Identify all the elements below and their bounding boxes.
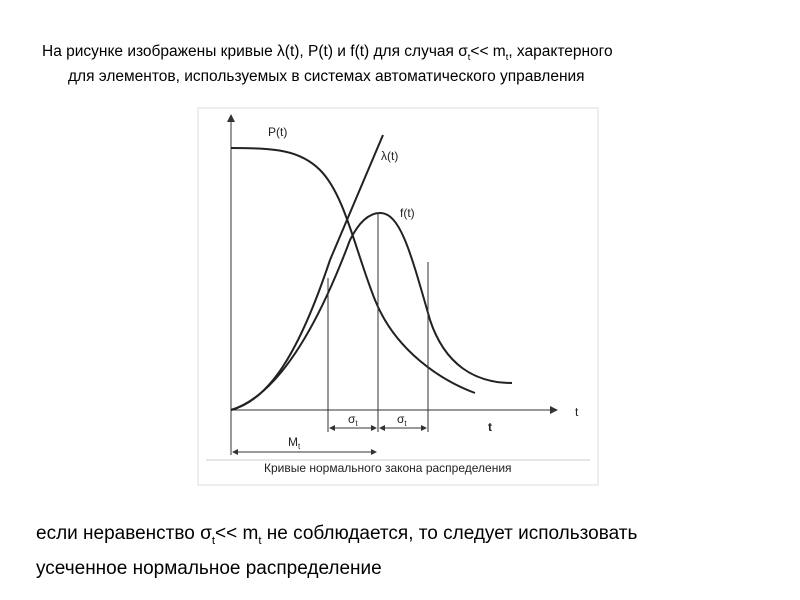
subscript: t bbox=[404, 419, 407, 428]
dim-label: σt bbox=[397, 412, 407, 428]
text: M bbox=[288, 435, 298, 449]
caption: Кривые нормального закона распределения bbox=[264, 461, 512, 475]
text: На рисунке изображены кривые λ(t), P(t) … bbox=[42, 43, 468, 60]
text: σ bbox=[348, 412, 356, 426]
dim-label: σt bbox=[348, 412, 358, 428]
text: усеченное нормальное распределение bbox=[36, 557, 382, 579]
footer-line: если неравенство σt<< mt не соблюдается,… bbox=[36, 520, 637, 555]
curve-label: λ(t) bbox=[381, 149, 398, 163]
curve-label: P(t) bbox=[268, 125, 287, 139]
text: если неравенство σ bbox=[36, 523, 212, 544]
text: σ bbox=[397, 412, 405, 426]
text: не соблюдается, то следует использовать bbox=[261, 523, 638, 544]
p-curve bbox=[230, 147, 476, 394]
figure-frame bbox=[197, 107, 599, 486]
subscript: t bbox=[467, 52, 471, 63]
subscript: t bbox=[505, 52, 509, 63]
subscript: t bbox=[211, 534, 216, 547]
text: , характерного bbox=[508, 43, 613, 60]
subscript: t bbox=[258, 534, 262, 547]
axis-label: t bbox=[488, 420, 492, 434]
text: << m bbox=[215, 523, 259, 544]
subscript: t bbox=[355, 419, 358, 428]
header-line: На рисунке изображены кривые λ(t), P(t) … bbox=[42, 42, 613, 67]
dim-label: Mt bbox=[288, 435, 301, 451]
curve-label: f(t) bbox=[400, 206, 415, 220]
footer-line: усеченное нормальное распределение bbox=[36, 555, 637, 583]
header: На рисунке изображены кривые λ(t), P(t) … bbox=[42, 42, 613, 86]
subscript: t bbox=[298, 442, 301, 451]
f-curve bbox=[230, 211, 513, 411]
text: << m bbox=[470, 43, 506, 60]
axis-label: t bbox=[575, 405, 579, 419]
text: для элементов, используемых в системах а… bbox=[68, 68, 585, 86]
header-line: для элементов, используемых в системах а… bbox=[42, 67, 613, 86]
lambda-curve bbox=[230, 134, 384, 411]
footer: если неравенство σt<< mt не соблюдается,… bbox=[36, 520, 637, 583]
